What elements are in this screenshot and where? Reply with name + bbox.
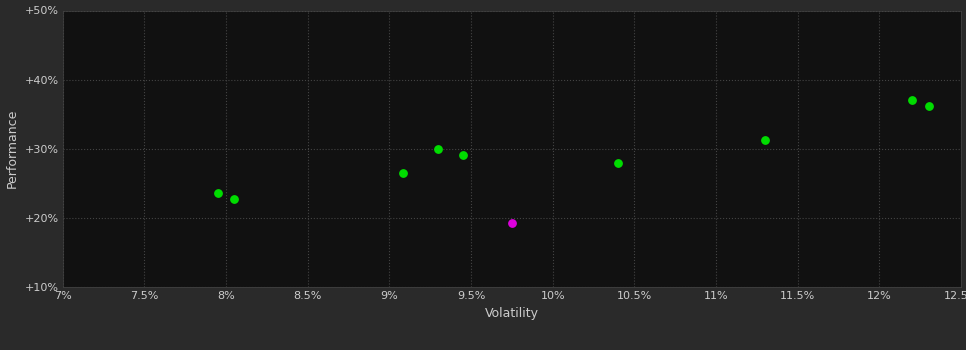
Point [455, 152, 470, 158]
Point [904, 97, 920, 103]
Point [211, 190, 226, 196]
Point [227, 196, 242, 202]
X-axis label: Volatility: Volatility [485, 307, 539, 320]
Point [431, 146, 446, 152]
Point [504, 220, 520, 225]
Point [757, 138, 773, 143]
Y-axis label: Performance: Performance [6, 109, 19, 188]
Point [921, 103, 936, 109]
Point [395, 170, 411, 176]
Point [611, 160, 626, 166]
